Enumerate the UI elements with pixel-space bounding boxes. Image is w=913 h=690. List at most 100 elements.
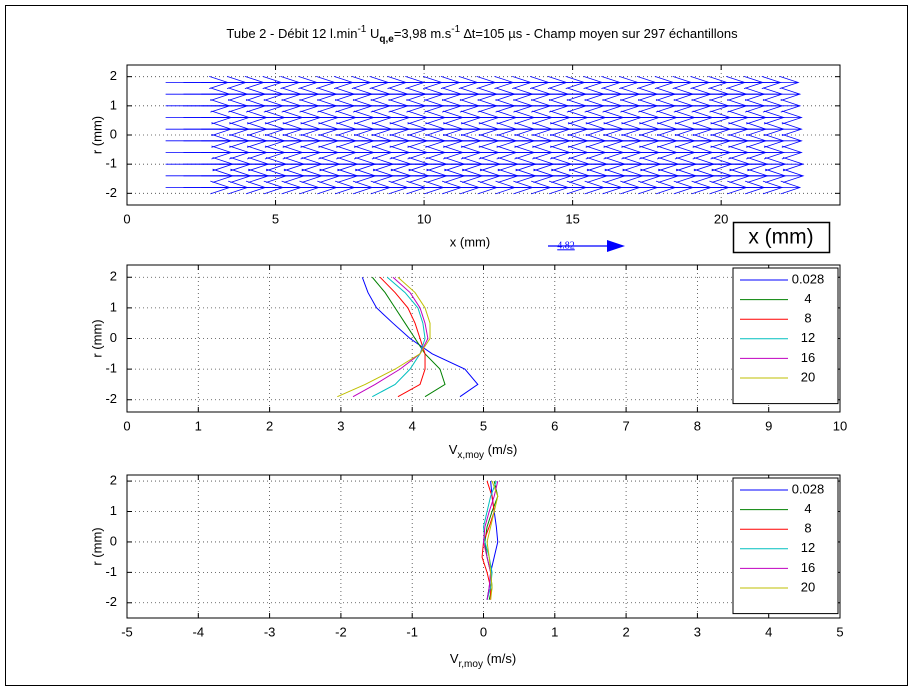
axis-label: x (mm) [450, 234, 490, 249]
axis-label-part: r,moy [459, 659, 483, 670]
velocity-arrow [736, 133, 803, 148]
axis-label-part: V [449, 442, 458, 457]
y-tick-label: 1 [110, 299, 117, 314]
title-sub: q,e [379, 34, 394, 45]
title-part: Tube 2 - Débit 12 l.min [226, 26, 357, 41]
x-tick-label: 8 [694, 418, 701, 433]
legend-label: 0.028 [792, 271, 825, 286]
profile-line [372, 276, 426, 398]
profile-line [361, 277, 479, 398]
x-tick-label: -2 [335, 624, 347, 639]
x-tick-label: 3 [337, 418, 344, 433]
annotation-box [732, 221, 831, 254]
legend-label: 8 [804, 521, 811, 536]
y-tick-label: 1 [110, 97, 117, 112]
profile-line [482, 480, 499, 600]
x-tick-label: 7 [622, 418, 629, 433]
x-tick-label: 15 [565, 211, 579, 226]
x-tick-label: 5 [272, 211, 279, 226]
x-tick-label: 1 [195, 418, 202, 433]
velocity-arrow [736, 110, 803, 125]
legend-label: 0.028 [792, 481, 825, 496]
velocity-arrow [736, 145, 803, 160]
y-tick-label: 0 [110, 126, 117, 141]
legend-label: 12 [801, 540, 815, 555]
axes-frame [126, 264, 841, 413]
velocity-arrow [736, 87, 802, 101]
legend-label: 20 [801, 369, 815, 384]
reference-arrow-head [607, 240, 625, 252]
title-sup: -1 [357, 24, 366, 35]
x-tick-label: 9 [765, 418, 772, 433]
legend-label: 16 [801, 350, 815, 365]
legend-label: 16 [801, 560, 815, 575]
axes-frame [126, 64, 841, 206]
legend-label: 20 [801, 579, 815, 594]
legend-label: 4 [804, 291, 811, 306]
x-tick-label: -4 [193, 624, 205, 639]
legend-label: 4 [804, 501, 811, 516]
profile-line [486, 480, 499, 600]
y-tick-label: -1 [105, 156, 117, 171]
title-part: U [366, 26, 379, 41]
x-tick-label: -3 [264, 624, 276, 639]
x-tick-label: 3 [694, 624, 701, 639]
x-tick-label: 0 [480, 624, 487, 639]
axis-label: r (mm) [89, 319, 104, 357]
x-tick-label: 4 [765, 624, 772, 639]
legend-box [732, 477, 839, 615]
x-tick-label: 5 [836, 624, 843, 639]
x-tick-label: 5 [480, 418, 487, 433]
x-tick-label: 2 [622, 624, 629, 639]
axis-label-part: V [450, 651, 459, 666]
velocity-arrow [736, 157, 805, 172]
y-tick-label: 2 [110, 473, 117, 488]
axis-label-part: (m/s) [483, 651, 516, 666]
y-tick-label: -2 [105, 594, 117, 609]
velocity-arrow [736, 180, 802, 195]
figure-title: Tube 2 - Débit 12 l.min-1 Uq,e=3,98 m.s-… [226, 24, 738, 45]
x-tick-label: 2 [266, 418, 273, 433]
y-tick-label: -2 [105, 391, 117, 406]
profile-line [371, 276, 446, 398]
velocity-arrow [736, 122, 803, 137]
x-tick-label: 0 [123, 418, 130, 433]
legend-label: 8 [804, 311, 811, 326]
profile-line [337, 276, 431, 398]
legend-box [732, 267, 839, 405]
title-part: ∆t=105 µs - Champ moyen sur 297 échantil… [460, 26, 738, 41]
x-tick-label: 1 [551, 624, 558, 639]
axis-label: Vx,moy (m/s) [449, 442, 518, 460]
title-sup: -1 [451, 24, 460, 35]
axis-label-part: x,moy [457, 450, 484, 461]
axis-label-part: (m/s) [484, 442, 517, 457]
y-tick-label: 2 [110, 269, 117, 284]
y-tick-label: -1 [105, 564, 117, 579]
x-tick-label: -5 [121, 624, 133, 639]
y-tick-label: 2 [110, 68, 117, 83]
axis-label: r (mm) [89, 527, 104, 565]
y-tick-label: -2 [105, 185, 117, 200]
x-tick-label: 0 [123, 211, 130, 226]
x-tick-label: 6 [551, 418, 558, 433]
x-tick-label: 10 [417, 211, 431, 226]
velocity-arrow [736, 75, 800, 90]
profile-line [379, 276, 426, 398]
axes-frame [126, 474, 841, 619]
x-tick-label: -1 [406, 624, 418, 639]
x-tick-label: 10 [833, 418, 847, 433]
velocity-arrow [736, 99, 802, 113]
title-part: =3,98 m.s [394, 26, 452, 41]
y-tick-label: 1 [110, 503, 117, 518]
annotation: x (mm) [748, 226, 813, 249]
axis-label: Vr,moy (m/s) [450, 651, 516, 669]
y-tick-label: -1 [105, 361, 117, 376]
velocity-arrow [736, 168, 805, 183]
y-tick-label: 0 [110, 330, 117, 345]
x-tick-label: 4 [409, 418, 416, 433]
axis-label: r (mm) [89, 116, 104, 154]
reference-label: 4.82 [557, 240, 575, 251]
legend-label: 12 [801, 330, 815, 345]
x-tick-label: 20 [714, 211, 728, 226]
